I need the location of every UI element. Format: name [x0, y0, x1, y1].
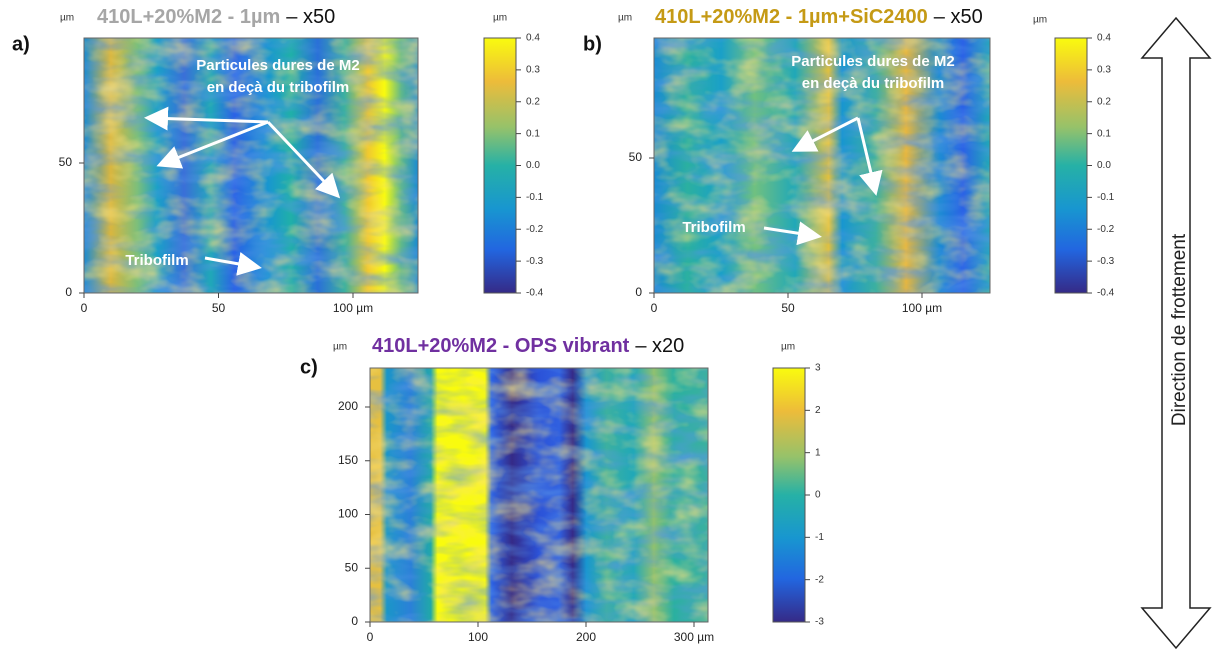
colorbar	[772, 367, 806, 623]
height-map-texture	[654, 38, 990, 293]
annotation: Tribofilm	[682, 219, 745, 236]
panel-title: 410L+20%M2 - 1µm+SiC2400 – x50	[655, 6, 983, 28]
y-tick-label: 0	[65, 285, 72, 299]
direction-arrow	[1140, 16, 1212, 650]
colorbar	[483, 37, 517, 294]
panel-label: a)	[12, 33, 30, 55]
colorbar-tick-label: 0.1	[1097, 128, 1111, 139]
direction-label: Direction de frottement	[1169, 233, 1190, 426]
annotation-arrows	[144, 106, 883, 276]
colorbar	[1054, 37, 1088, 294]
annotation: en deçà du tribofilm	[802, 75, 945, 92]
colorbar-unit: µm	[1033, 15, 1047, 26]
y-tick-label: 0	[635, 285, 642, 299]
colorbar-tick-label: -0.4	[1097, 288, 1115, 299]
colorbar-tick-label: 0	[815, 490, 821, 501]
annotation: Particules dures de M2	[196, 57, 359, 74]
colorbar-unit: µm	[493, 13, 507, 24]
colorbar-tick-label: 0.3	[1097, 65, 1111, 76]
colorbar-tick-label: -3	[815, 617, 824, 628]
annotation: en deçà du tribofilm	[207, 79, 350, 96]
annotation: Tribofilm	[125, 252, 188, 269]
colorbar-tick-label: -0.3	[526, 256, 544, 267]
panel-label: b)	[583, 33, 602, 55]
colorbar-tick-label: 0.2	[1097, 96, 1111, 107]
x-tick-label: 200	[576, 630, 596, 644]
colorbar-tick-label: 0.1	[526, 128, 540, 139]
x-tick-label: 0	[81, 301, 88, 315]
panel-title: 410L+20%M2 - 1µm – x50	[97, 6, 335, 28]
y-tick-label: 50	[345, 560, 359, 574]
height-map-texture	[370, 368, 708, 622]
x-tick-label: 100 µm	[902, 301, 942, 315]
axis-unit: µm	[618, 13, 632, 24]
y-tick-label: 150	[338, 453, 358, 467]
colorbar-tick-label: -0.1	[1097, 192, 1115, 203]
plot-frame	[83, 37, 419, 294]
y-tick-label: 50	[59, 155, 73, 169]
panel-title: 410L+20%M2 - OPS vibrant – x20	[372, 335, 684, 357]
x-tick-label: 100	[468, 630, 488, 644]
x-tick-label: 300 µm	[674, 630, 714, 644]
title-text: 410L+20%M2 - 1µm	[97, 6, 280, 28]
magnification: – x20	[635, 335, 684, 357]
magnification: – x50	[934, 6, 983, 28]
colorbar-tick-label: -2	[815, 574, 824, 585]
y-tick-label: 50	[629, 150, 643, 164]
y-tick-label: 200	[338, 399, 358, 413]
magnification: – x50	[286, 6, 335, 28]
colorbar-tick-label: -0.2	[526, 224, 544, 235]
colorbar-tick-label: 0.2	[526, 96, 540, 107]
colorbar-tick-label: 0.3	[526, 65, 540, 76]
colorbar-tick-label: 0.0	[526, 160, 540, 171]
x-tick-label: 50	[781, 301, 795, 315]
colorbar-tick-label: -0.1	[526, 192, 544, 203]
colorbar-tick-label: -0.3	[1097, 256, 1115, 267]
colorbar-tick-label: 1	[815, 447, 821, 458]
y-tick-label: 0	[351, 614, 358, 628]
y-tick-label: 100	[338, 507, 358, 521]
colorbar-tick-label: 2	[815, 405, 821, 416]
colorbar-tick-label: 0.4	[526, 33, 540, 44]
title-text: 410L+20%M2 - 1µm+SiC2400	[655, 6, 928, 28]
title-text: 410L+20%M2 - OPS vibrant	[372, 335, 630, 357]
colorbar-tick-label: 3	[815, 363, 821, 374]
colorbar-tick-label: -0.2	[1097, 224, 1115, 235]
colorbar-tick-label: -1	[815, 532, 824, 543]
panel-label: c)	[300, 356, 318, 378]
axis-unit: µm	[60, 13, 74, 24]
annotation: Particules dures de M2	[791, 53, 954, 70]
x-tick-label: 0	[651, 301, 658, 315]
colorbar-tick-label: -0.4	[526, 288, 544, 299]
x-tick-label: 50	[212, 301, 226, 315]
height-map-texture	[84, 38, 418, 293]
x-tick-label: 100 µm	[333, 301, 373, 315]
plot-frame	[369, 367, 709, 623]
colorbar-unit: µm	[781, 342, 795, 353]
colorbar-tick-label: 0.0	[1097, 160, 1111, 171]
colorbar-tick-label: 0.4	[1097, 33, 1111, 44]
plot-frame	[653, 37, 991, 294]
axis-unit: µm	[333, 342, 347, 353]
x-tick-label: 0	[367, 630, 374, 644]
